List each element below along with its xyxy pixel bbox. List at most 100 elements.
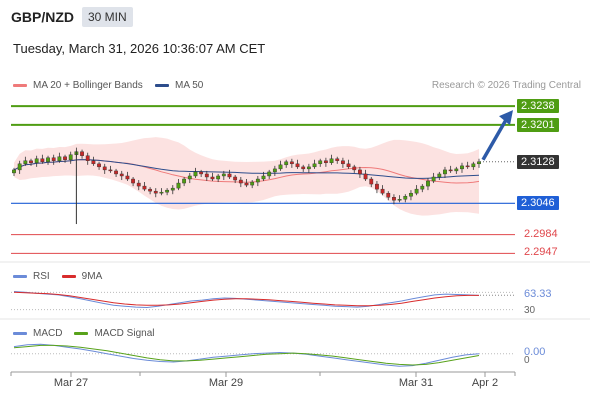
candle — [136, 180, 141, 191]
candle — [68, 151, 73, 164]
rsi-label: RSI — [33, 271, 50, 282]
candle — [284, 159, 289, 168]
candle — [460, 162, 464, 173]
candle — [199, 169, 204, 177]
legend-ma50: MA 50 — [155, 80, 203, 91]
legend-macd: MACD MACD Signal — [13, 328, 154, 339]
candle-body — [227, 173, 232, 178]
candle — [335, 156, 340, 164]
candle-body — [284, 161, 289, 166]
candle-body — [125, 175, 130, 180]
macd-signal-label: MACD Signal — [94, 328, 155, 339]
candle — [318, 158, 323, 167]
candle — [289, 158, 294, 168]
candle-body — [454, 168, 459, 172]
candle — [23, 156, 28, 166]
rsi-last-value: 63.33 — [524, 288, 552, 301]
time-tick-label: Apr 2 — [471, 377, 499, 389]
candle-body — [403, 196, 408, 200]
macd-label: MACD — [33, 328, 63, 339]
candle-body — [221, 173, 226, 177]
support-label-4: 2.2984 — [524, 227, 558, 240]
candle-body — [414, 188, 419, 194]
price-panel — [11, 105, 515, 254]
candle — [176, 179, 181, 191]
candle — [17, 160, 22, 174]
candle — [380, 185, 385, 196]
candle — [142, 182, 147, 192]
ma50-label: MA 50 — [175, 80, 204, 91]
candle-body — [278, 164, 283, 170]
candle-body — [329, 158, 334, 164]
candle — [267, 169, 272, 180]
candle — [125, 171, 130, 182]
candle-body — [80, 151, 84, 156]
candle-body — [261, 175, 266, 180]
candle-body — [159, 191, 164, 194]
forecast-arrow-shaft — [481, 117, 509, 161]
candle — [204, 170, 209, 182]
candle-body — [335, 158, 340, 161]
bollinger-band — [14, 137, 479, 216]
currency-pair: GBP/NZD — [11, 9, 74, 25]
candle-body — [267, 171, 272, 177]
candle-body — [97, 163, 101, 168]
candle — [392, 194, 396, 205]
candle-body — [153, 190, 158, 194]
rsi-panel — [11, 291, 515, 311]
candle — [375, 181, 379, 194]
candle — [57, 152, 62, 163]
candle-body — [380, 188, 385, 194]
candle-body — [318, 160, 323, 165]
candle-body — [148, 188, 152, 192]
candle — [414, 185, 419, 196]
rsi-ma-line — [13, 291, 479, 307]
candle — [131, 176, 135, 187]
candle — [63, 154, 67, 163]
candle — [238, 176, 243, 188]
source-credit: Research © 2026 Trading Central — [431, 80, 581, 91]
candle — [91, 156, 96, 166]
candle — [443, 166, 447, 178]
candle-body — [409, 192, 413, 197]
candle — [12, 167, 16, 176]
last-price-label: 2.3128 — [517, 154, 559, 169]
candle-body — [386, 192, 391, 198]
candle — [34, 155, 39, 167]
candle-body — [375, 183, 379, 190]
time-tick-label: Mar 29 — [208, 377, 244, 389]
candle — [227, 169, 232, 180]
candle — [386, 191, 391, 201]
candle — [454, 166, 459, 174]
rsi-ma-label: 9MA — [81, 271, 103, 282]
candle-body — [272, 168, 277, 173]
candle-body — [289, 161, 294, 165]
rsi-line — [13, 291, 480, 309]
candle-body — [182, 178, 187, 184]
candle-body — [51, 157, 56, 161]
candle — [437, 171, 442, 181]
macd-signal-line — [13, 344, 480, 366]
candle — [102, 163, 107, 174]
candle-body — [255, 178, 260, 183]
candle — [40, 154, 45, 164]
macd-last-value: 0.00 — [524, 345, 546, 358]
candle — [295, 159, 300, 169]
candle — [471, 161, 476, 170]
candle-body — [448, 169, 453, 172]
candle — [244, 179, 249, 188]
candle — [341, 157, 345, 168]
candle-body — [136, 182, 141, 187]
candle — [358, 166, 362, 178]
candle — [97, 161, 101, 170]
candle — [329, 154, 334, 165]
candle-body — [312, 163, 317, 168]
candle-body — [420, 185, 425, 190]
candle-body — [233, 176, 238, 181]
timeframe-badge[interactable]: 30 MIN — [82, 7, 133, 27]
candle-body — [397, 199, 402, 201]
candle-body — [301, 166, 306, 170]
candle-body — [437, 173, 442, 178]
candle-body — [63, 156, 67, 160]
